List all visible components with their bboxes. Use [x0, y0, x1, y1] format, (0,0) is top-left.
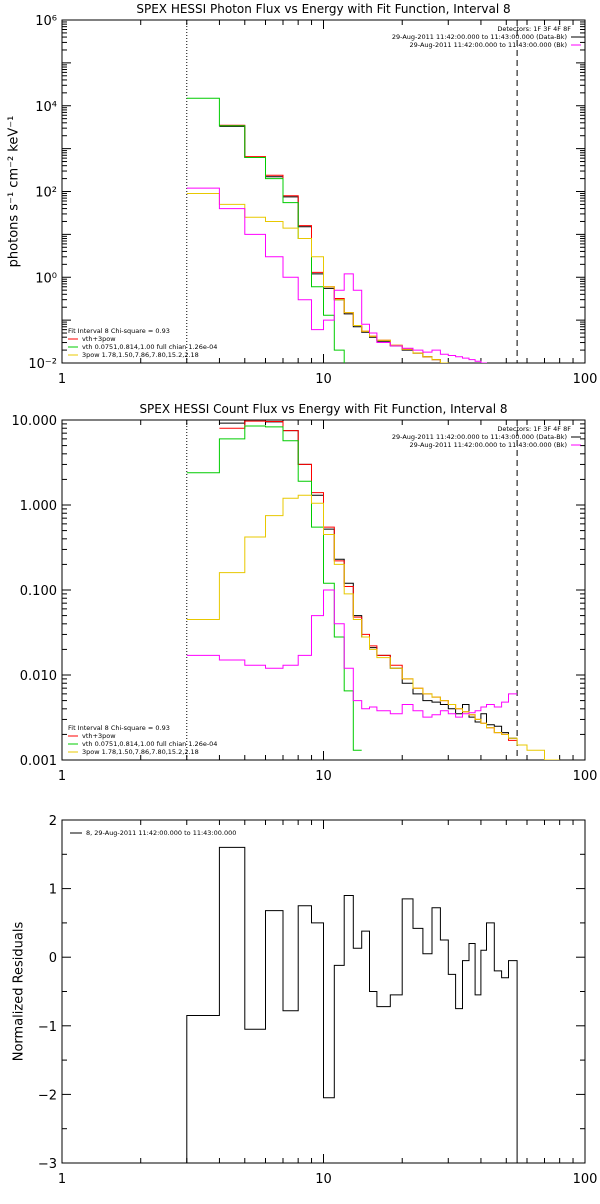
- chart-2: 1 10 100 0.001 0.010 0.100 1.000 10.000 SPEX HES…: [12, 402, 598, 784]
- series-5-line: [186, 494, 560, 760]
- legend-entry: 3pow 1.78,1.50,7.86,7.80,15.2,2.18: [82, 351, 199, 359]
- legend-entry: 29-Aug-2011 11:42:00.000 to 11:43:00.000…: [392, 433, 567, 441]
- x-tick-label: 1: [58, 372, 66, 387]
- series-1-line: [186, 846, 518, 1163]
- x-tick-label: 1: [58, 1172, 66, 1187]
- series-5-line: [186, 193, 449, 363]
- x-tick-label: 10: [315, 372, 332, 387]
- series-4-line: [186, 97, 345, 363]
- x-tick-label: 10: [315, 1172, 332, 1187]
- legend-entry: vth 0.0751,0.814,1.00 full chian 1.26e-0…: [82, 740, 217, 748]
- legend-entry: vth+3pow: [82, 732, 116, 740]
- legend-entry: vth 0.0751,0.814,1.00 full chian 1.26e-0…: [82, 343, 217, 351]
- y-tick-label: −3: [38, 1157, 57, 1172]
- y-tick-label: 10⁴: [35, 100, 57, 115]
- chart-title: SPEX HESSI Count Flux vs Energy with Fit…: [139, 402, 507, 416]
- x-tick-label: 100: [573, 1172, 598, 1187]
- y-tick-label: −1: [38, 1020, 57, 1035]
- y-tick-label: 0.010: [20, 669, 57, 684]
- series-1-line: [219, 420, 518, 739]
- legend-entry: 3pow 1.78,1.50,7.86,7.80,15.2,2.18: [82, 748, 199, 756]
- y-tick-label: 0: [49, 951, 57, 966]
- chart-1: 1 10 100 10⁻² 10⁰ 10² 10⁴ 10⁶ SPEX HESSI Photon …: [7, 2, 598, 387]
- series-4-line: [186, 425, 362, 751]
- y-tick-label: 0.100: [20, 584, 57, 599]
- y-tick-label: 10⁶: [35, 14, 57, 29]
- y-tick-label: 1.000: [20, 499, 57, 514]
- series-3-line: [219, 420, 518, 741]
- chart-3: 1 10 100 −3 −2 −1 0 1 2 Normalized Residuals 8, 29…: [12, 814, 598, 1187]
- plot-area: [186, 420, 560, 760]
- x-tick-label: 1: [58, 769, 66, 784]
- legend-header: Fit Interval 8 Chi-square = 0.93: [68, 327, 170, 335]
- y-tick-label: 1: [49, 883, 57, 898]
- x-tick-label: 100: [573, 372, 598, 387]
- y-tick-label: 10⁰: [35, 271, 57, 286]
- y-tick-label: 10.000: [12, 414, 58, 429]
- y-axis-label: Normalized Residuals: [12, 922, 27, 1062]
- plot-area: [186, 846, 518, 1163]
- y-tick-label: 10²: [35, 186, 57, 201]
- legend-entry: vth+3pow: [82, 335, 116, 343]
- x-tick-label: 100: [573, 769, 598, 784]
- plot-area: [186, 97, 487, 363]
- y-tick-label: −2: [38, 1088, 57, 1103]
- y-axis-label: photons s⁻¹ cm⁻² keV⁻¹: [7, 116, 22, 268]
- legend-header: Fit Interval 8 Chi-square = 0.93: [68, 724, 170, 732]
- y-tick-label: 10⁻²: [28, 357, 57, 372]
- legend-header: Detectors: 1F 3F 4F 8F: [497, 25, 571, 33]
- legend-entry: 29-Aug-2011 11:42:00.000 to 11:43:00.000…: [392, 33, 567, 41]
- legend-entry: 29-Aug-2011 11:42:00.000 to 11:43:00.000…: [410, 41, 567, 49]
- chart-title: SPEX HESSI Photon Flux vs Energy with Fi…: [136, 2, 510, 16]
- series-6-line: [186, 589, 518, 718]
- x-tick-label: 10: [315, 769, 332, 784]
- legend-entry: 29-Aug-2011 11:42:00.000 to 11:43:00.000…: [410, 441, 567, 449]
- series-6-line: [186, 187, 487, 363]
- legend-header: Detectors: 1F 3F 4F 8F: [497, 425, 571, 433]
- series-1-line: [219, 125, 449, 363]
- y-tick-label: 2: [49, 814, 57, 829]
- legend-entry: 8, 29-Aug-2011 11:42:00.000 to 11:43:00.…: [86, 829, 236, 837]
- y-tick-label: 0.001: [20, 754, 57, 769]
